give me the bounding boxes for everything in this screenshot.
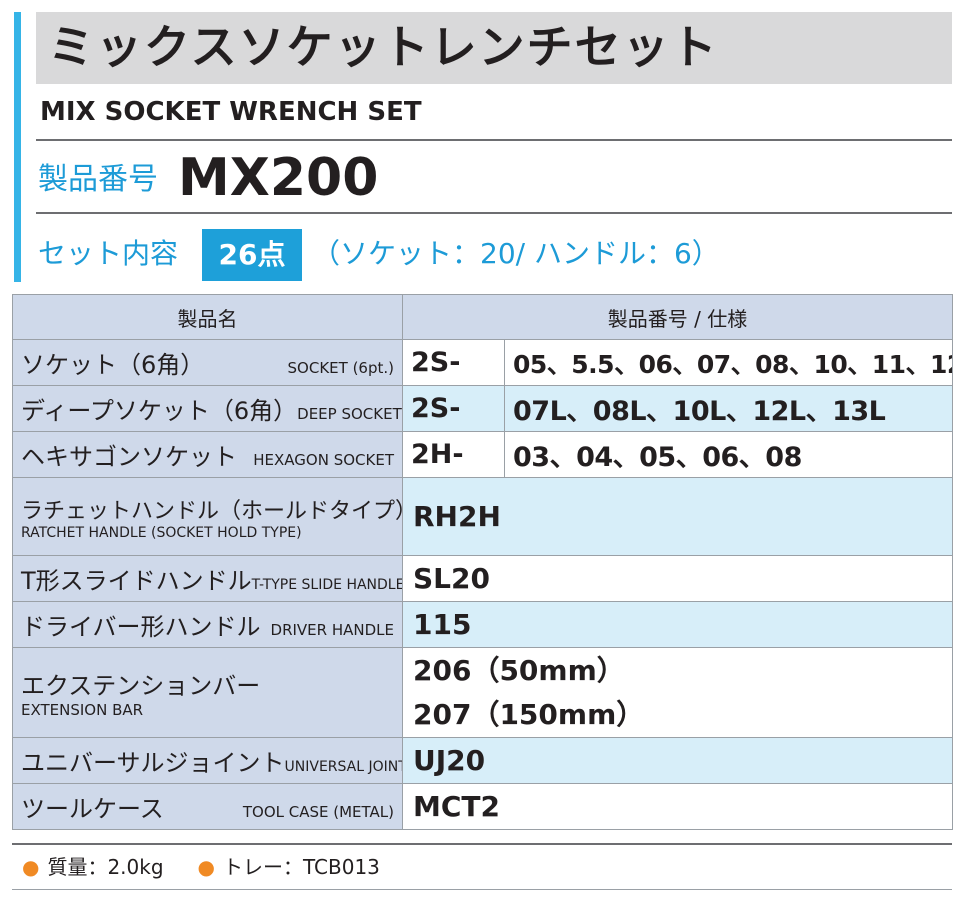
- spec-prefix-cell: 2S-: [402, 385, 505, 432]
- spec-code: MCT2: [413, 789, 500, 823]
- product-name-cell: ラチェットハンドル（ホールドタイプ） RATCHET HANDLE (SOCKE…: [12, 477, 403, 556]
- spec-code-cell: MCT2: [401, 783, 954, 830]
- title-band: [36, 12, 952, 84]
- tray-text: トレー：TCB013: [223, 855, 380, 879]
- table-row: ディープソケット（6角） DEEP SOCKET (6pt.) 2S- 07L、…: [12, 385, 954, 432]
- table-row: ユニバーサルジョイント UNIVERSAL JOINT UJ20: [12, 737, 954, 784]
- table-row: ヘキサゴンソケット HEXAGON SOCKET 2H- 03、04、05、06…: [12, 431, 954, 478]
- product-number: MX200: [178, 148, 379, 208]
- table-row: エクステンションバー EXTENSION BAR 206（50mm） 207（1…: [12, 647, 954, 738]
- spec-sizes: 05、5.5、06、07、08、10、11、12、13、14: [513, 349, 952, 379]
- tray-note: ● トレー：TCB013: [198, 852, 380, 882]
- spec-code-cell: SL20: [401, 555, 954, 602]
- spec-code: RH2H: [413, 499, 501, 533]
- spec-prefix-cell: 2S-: [402, 339, 505, 386]
- divider: [36, 139, 952, 141]
- divider: [12, 843, 952, 845]
- spec-table: 製品名 製品番号 / 仕様 ソケット（6角） SOCKET (6pt.) 2S-…: [12, 294, 954, 830]
- product-name-en: DRIVER HANDLE: [270, 621, 394, 639]
- spec-code-cell: UJ20: [401, 737, 954, 784]
- spec-sizes: 07L、08L、10L、12L、13L: [513, 396, 886, 427]
- page-title: ミックスソケットレンチセット: [48, 20, 719, 74]
- table-header-row: 製品名 製品番号 / 仕様: [12, 294, 954, 340]
- spec-sizes-cell: 07L、08L、10L、12L、13L: [503, 385, 954, 432]
- spec-prefix: 2H-: [411, 439, 464, 470]
- product-name-jp: ユニバーサルジョイント: [21, 749, 285, 777]
- product-name-jp: ソケット（6角）: [21, 351, 205, 379]
- set-contents-label: セット内容: [38, 237, 179, 270]
- bullet-icon: ●: [22, 855, 40, 879]
- divider: [36, 212, 952, 214]
- spec-sizes-cell: 05、5.5、06、07、08、10、11、12、13、14: [503, 339, 954, 386]
- product-name-jp: ヘキサゴンソケット: [21, 443, 237, 471]
- page-subtitle: MIX SOCKET WRENCH SET: [40, 97, 422, 127]
- product-number-label: 製品番号: [38, 162, 158, 197]
- accent-bar: [14, 12, 21, 282]
- spec-code: 206（50mm）: [413, 653, 625, 687]
- product-name-cell: ディープソケット（6角） DEEP SOCKET (6pt.): [12, 385, 403, 432]
- column-header-spec: 製品番号 / 仕様: [401, 294, 954, 340]
- product-name-jp: ドライバー形ハンドル: [21, 613, 261, 641]
- spec-prefix-cell: 2H-: [402, 431, 505, 478]
- set-count-badge: 26点: [202, 229, 302, 281]
- spec-sizes: 03、04、05、06、08: [513, 442, 802, 473]
- footer-notes: ● 質量：2.0kg ● トレー：TCB013: [22, 852, 380, 882]
- set-contents-detail: （ソケット：20/ ハンドル：6）: [312, 237, 720, 270]
- product-name-cell: エクステンションバー EXTENSION BAR: [12, 647, 403, 738]
- product-name-en: EXTENSION BAR: [21, 701, 144, 719]
- column-header-name: 製品名: [12, 294, 403, 340]
- table-row: ドライバー形ハンドル DRIVER HANDLE 115: [12, 601, 954, 648]
- spec-code: SL20: [413, 561, 490, 595]
- table-row: ラチェットハンドル（ホールドタイプ） RATCHET HANDLE (SOCKE…: [12, 477, 954, 556]
- spec-code-cell: 206（50mm） 207（150mm）: [401, 647, 954, 738]
- product-name-jp: T形スライドハンドル: [21, 567, 252, 595]
- bullet-icon: ●: [197, 855, 215, 879]
- product-name-en: RATCHET HANDLE (SOCKET HOLD TYPE): [21, 524, 302, 541]
- product-name-jp: ラチェットハンドル（ホールドタイプ）: [21, 498, 403, 524]
- product-name-jp: エクステンションバー: [21, 672, 261, 700]
- spec-prefix: 2S-: [411, 347, 461, 378]
- weight-note: ● 質量：2.0kg: [22, 852, 164, 882]
- product-name-jp: ディープソケット（6角）: [21, 397, 298, 425]
- table-row: ツールケース TOOL CASE (METAL) MCT2: [12, 783, 954, 830]
- divider: [12, 889, 952, 890]
- product-name-cell: ツールケース TOOL CASE (METAL): [12, 783, 403, 830]
- product-name-en: UNIVERSAL JOINT: [284, 759, 403, 775]
- spec-code-cell: RH2H: [401, 477, 954, 556]
- product-name-cell: T形スライドハンドル T-TYPE SLIDE HANDLE: [12, 555, 403, 602]
- spec-code: UJ20: [413, 743, 486, 777]
- product-name-cell: ソケット（6角） SOCKET (6pt.): [12, 339, 403, 386]
- spec-code: 207（150mm）: [413, 697, 645, 731]
- product-name-en: DEEP SOCKET (6pt.): [297, 405, 402, 423]
- product-name-en: TOOL CASE (METAL): [242, 803, 394, 821]
- spec-code-cell: 115: [401, 601, 954, 648]
- weight-text: 質量：2.0kg: [47, 855, 164, 879]
- table-row: T形スライドハンドル T-TYPE SLIDE HANDLE SL20: [12, 555, 954, 602]
- product-name-en: SOCKET (6pt.): [287, 359, 394, 377]
- product-name-en: T-TYPE SLIDE HANDLE: [251, 577, 403, 593]
- table-row: ソケット（6角） SOCKET (6pt.) 2S- 05、5.5、06、07、…: [12, 339, 954, 386]
- product-name-en: HEXAGON SOCKET: [253, 451, 394, 469]
- product-name-jp: ツールケース: [21, 795, 164, 823]
- spec-prefix: 2S-: [411, 393, 461, 424]
- product-name-cell: ドライバー形ハンドル DRIVER HANDLE: [12, 601, 403, 648]
- spec-code: 115: [413, 607, 472, 641]
- product-name-cell: ユニバーサルジョイント UNIVERSAL JOINT: [12, 737, 403, 784]
- product-name-cell: ヘキサゴンソケット HEXAGON SOCKET: [12, 431, 403, 478]
- spec-sizes-cell: 03、04、05、06、08: [503, 431, 954, 478]
